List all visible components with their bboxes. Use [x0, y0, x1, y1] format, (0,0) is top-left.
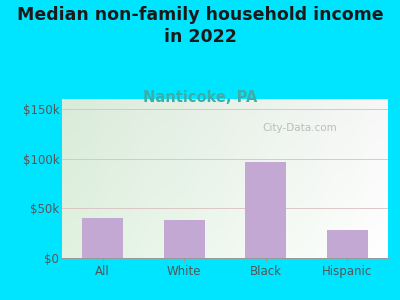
- Bar: [327, 230, 368, 258]
- Bar: [245, 162, 286, 258]
- Text: Median non-family household income
in 2022: Median non-family household income in 20…: [17, 6, 383, 46]
- Bar: [164, 220, 205, 258]
- Text: City-Data.com: City-Data.com: [263, 123, 337, 133]
- Bar: [82, 218, 123, 258]
- Text: Nanticoke, PA: Nanticoke, PA: [143, 90, 257, 105]
